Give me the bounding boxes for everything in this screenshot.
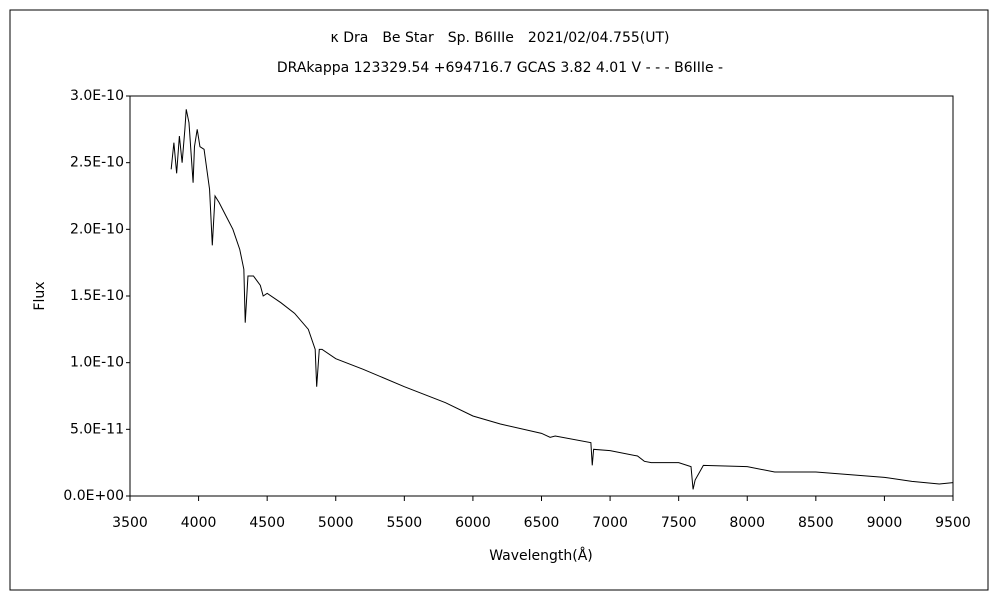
x-tick-label: 3500 (112, 515, 148, 531)
x-axis-label: Wavelength(Å) (489, 547, 593, 564)
x-tick-label: 6000 (455, 515, 491, 531)
y-tick-label: 0.0E+00 (63, 488, 124, 504)
y-tick-label: 3.0E-10 (70, 88, 124, 104)
x-tick-label: 5500 (387, 515, 423, 531)
y-tick-label: 1.0E-10 (70, 355, 124, 371)
x-tick-label: 8500 (798, 515, 834, 531)
y-tick-label: 1.5E-10 (70, 288, 124, 304)
y-tick-label: 5.0E-11 (70, 421, 124, 437)
y-tick-label: 2.0E-10 (70, 221, 124, 237)
x-tick-label: 4000 (181, 515, 217, 531)
y-axis-label: Flux (32, 281, 48, 310)
x-tick-label: 6500 (524, 515, 560, 531)
x-tick-label: 4500 (249, 515, 285, 531)
chart-title: κ Dra Be Star Sp. B6IIIe 2021/02/04.755(… (331, 30, 670, 46)
chart-border (9, 9, 989, 591)
x-tick-label: 5000 (318, 515, 354, 531)
chart-subtitle: DRAkappa 123329.54 +694716.7 GCAS 3.82 4… (277, 60, 723, 76)
x-tick-label: 9500 (935, 515, 971, 531)
x-tick-label: 7500 (661, 515, 697, 531)
y-tick-label: 2.5E-10 (70, 155, 124, 171)
x-tick-label: 7000 (592, 515, 628, 531)
x-tick-label: 9000 (867, 515, 903, 531)
spectrum-line (170, 109, 954, 490)
x-tick-label: 8000 (729, 515, 765, 531)
